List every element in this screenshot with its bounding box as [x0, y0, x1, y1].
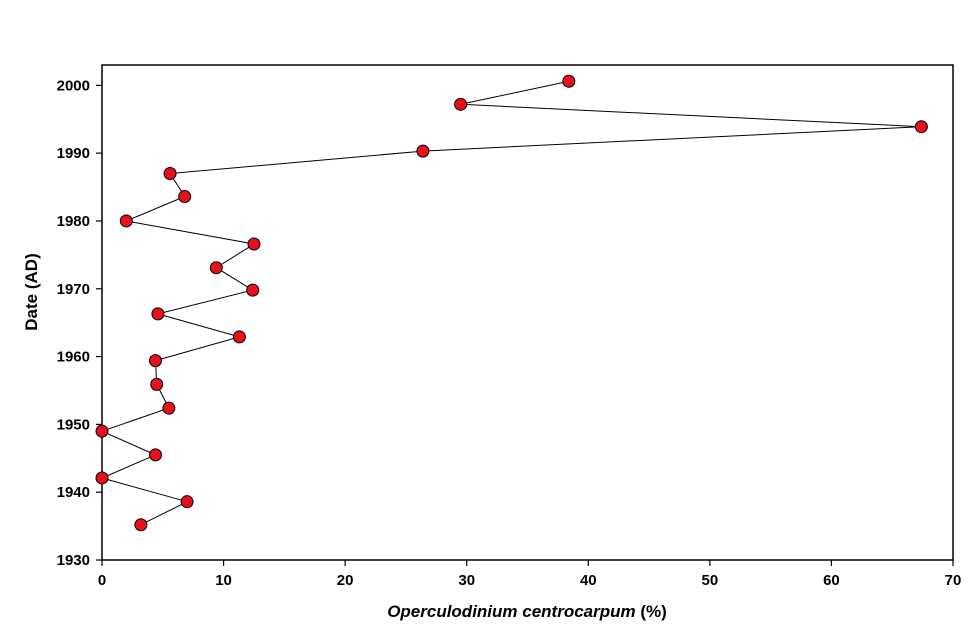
- data-point: [416, 144, 430, 158]
- data-point: [151, 307, 165, 321]
- data-point: [150, 377, 164, 391]
- series-line: [100, 80, 922, 526]
- data-point: [454, 97, 468, 111]
- y-tick-label: 1930: [57, 552, 90, 569]
- x-tick-label: 20: [337, 572, 354, 589]
- data-point: [95, 471, 109, 485]
- data-point: [209, 261, 223, 275]
- x-tick-label: 50: [702, 572, 719, 589]
- data-point: [134, 518, 148, 532]
- data-point: [162, 401, 176, 415]
- x-tick-label: 30: [458, 572, 475, 589]
- data-point: [246, 283, 260, 297]
- data-point: [163, 166, 177, 180]
- x-tick-label: 0: [98, 572, 106, 589]
- y-tick-label: 2000: [57, 77, 90, 94]
- data-point: [119, 214, 133, 228]
- data-point: [562, 74, 576, 88]
- data-point: [914, 120, 928, 134]
- x-tick-label: 60: [823, 572, 840, 589]
- y-tick-label: 1960: [57, 349, 90, 366]
- y-tick-label: 1950: [57, 416, 90, 433]
- x-tick-label: 40: [580, 572, 597, 589]
- data-point: [247, 237, 261, 251]
- data-point: [232, 330, 246, 344]
- x-tick-label: 10: [215, 572, 232, 589]
- y-tick-label: 1970: [57, 281, 90, 298]
- data-point: [95, 424, 109, 438]
- data-point: [148, 354, 162, 368]
- y-axis-title: Date (AD): [22, 253, 41, 330]
- y-tick-label: 1940: [57, 484, 90, 501]
- data-point: [148, 448, 162, 462]
- y-tick-label: 1980: [57, 213, 90, 230]
- x-tick-label: 70: [945, 572, 962, 589]
- data-point: [180, 495, 194, 509]
- y-tick-label: 1990: [57, 145, 90, 162]
- plot-area-frame: [101, 64, 954, 561]
- x-axis-title: Operculodinium centrocarpum (%): [387, 602, 667, 621]
- data-point: [178, 190, 192, 204]
